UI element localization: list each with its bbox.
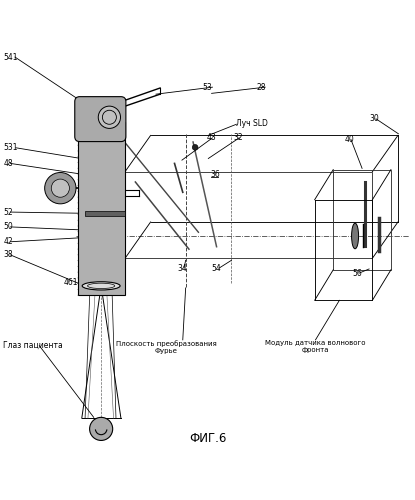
Bar — [333, 170, 391, 270]
FancyBboxPatch shape — [75, 96, 126, 142]
Text: 38: 38 — [3, 250, 13, 260]
Text: 541: 541 — [3, 52, 18, 62]
Text: 28: 28 — [256, 82, 266, 92]
Text: Глаз пациента: Глаз пациента — [3, 341, 63, 350]
Text: 48: 48 — [3, 159, 13, 168]
Text: Плоскость преобразования
Фурье: Плоскость преобразования Фурье — [116, 340, 217, 353]
Text: 43: 43 — [207, 134, 217, 142]
Circle shape — [98, 106, 120, 128]
Text: 50: 50 — [3, 222, 13, 232]
Text: 53: 53 — [203, 82, 212, 92]
Text: Луч SLD: Луч SLD — [236, 118, 267, 128]
Text: 34: 34 — [178, 264, 188, 272]
Text: 461: 461 — [64, 278, 78, 287]
Circle shape — [45, 172, 76, 204]
Text: 531: 531 — [3, 144, 18, 152]
Text: 42: 42 — [3, 238, 13, 246]
Text: 56: 56 — [353, 268, 362, 278]
Ellipse shape — [82, 282, 120, 290]
Circle shape — [90, 418, 113, 440]
Text: Модуль датчика волнового
фронта: Модуль датчика волнового фронта — [265, 340, 366, 353]
Text: ФИГ.6: ФИГ.6 — [189, 432, 226, 446]
Bar — [85, 211, 125, 216]
Text: 54: 54 — [212, 264, 221, 272]
Text: 36: 36 — [211, 170, 220, 179]
Circle shape — [51, 179, 69, 197]
Circle shape — [192, 144, 198, 150]
Bar — [125, 172, 372, 258]
Text: 40: 40 — [344, 135, 354, 144]
Text: 30: 30 — [369, 114, 379, 124]
Text: 52: 52 — [3, 208, 13, 216]
Ellipse shape — [352, 223, 359, 249]
Text: 32: 32 — [233, 134, 243, 142]
Bar — [78, 122, 125, 296]
